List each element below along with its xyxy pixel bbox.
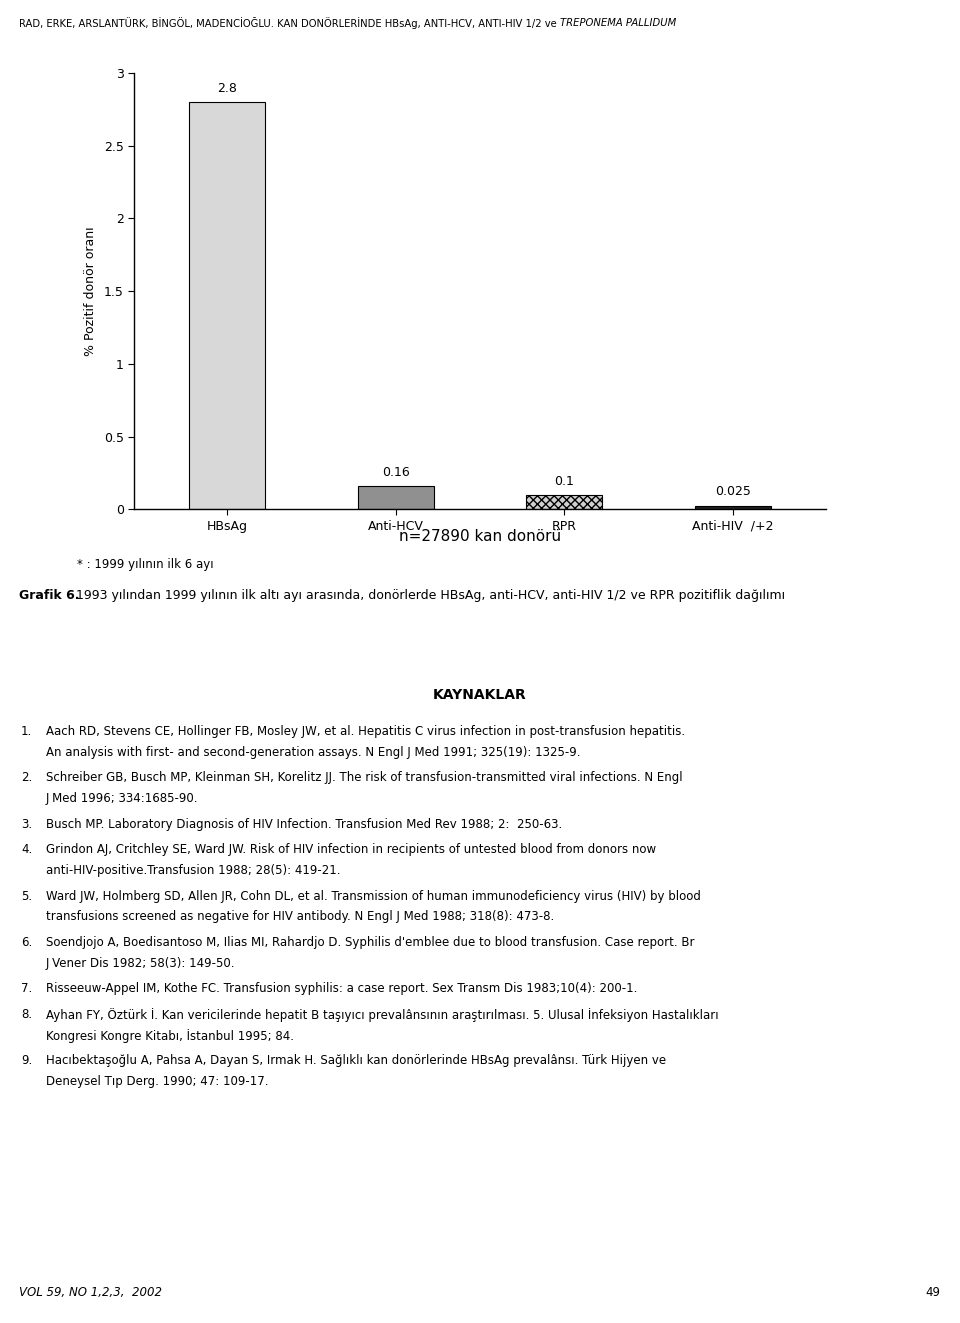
Text: Grindon AJ, Critchley SE, Ward JW. Risk of HIV infection in recipients of untest: Grindon AJ, Critchley SE, Ward JW. Risk … <box>46 844 657 856</box>
Text: Ward JW, Holmberg SD, Allen JR, Cohn DL, et al. Transmission of human immunodefi: Ward JW, Holmberg SD, Allen JR, Cohn DL,… <box>46 890 701 902</box>
Text: 4.: 4. <box>21 844 33 856</box>
Text: 0.16: 0.16 <box>382 466 410 479</box>
Text: J Vener Dis 1982; 58(3): 149-50.: J Vener Dis 1982; 58(3): 149-50. <box>46 957 235 970</box>
Text: 0.025: 0.025 <box>715 486 751 499</box>
Text: Soendjojo A, Boedisantoso M, Ilias MI, Rahardjo D. Syphilis d'emblee due to bloo: Soendjojo A, Boedisantoso M, Ilias MI, R… <box>46 937 695 949</box>
Text: 2.: 2. <box>21 771 33 785</box>
Text: 0.1: 0.1 <box>554 475 574 487</box>
Text: n=27890 kan donörü: n=27890 kan donörü <box>399 529 561 544</box>
Bar <box>189 102 265 509</box>
Text: 6.: 6. <box>21 937 33 949</box>
Text: Schreiber GB, Busch MP, Kleinman SH, Korelitz JJ. The risk of transfusion-transm: Schreiber GB, Busch MP, Kleinman SH, Kor… <box>46 771 683 785</box>
Text: anti-HIV-positive.Transfusion 1988; 28(5): 419-21.: anti-HIV-positive.Transfusion 1988; 28(5… <box>46 864 341 877</box>
Text: Deneysel Tıp Derg. 1990; 47: 109-17.: Deneysel Tıp Derg. 1990; 47: 109-17. <box>46 1076 269 1088</box>
Text: VOL 59, NO 1,2,3,  2002: VOL 59, NO 1,2,3, 2002 <box>19 1286 162 1299</box>
Bar <box>358 486 434 509</box>
Y-axis label: % Pozitif donör oranı: % Pozitif donör oranı <box>84 226 97 356</box>
Text: * : 1999 yılının ilk 6 ayı: * : 1999 yılının ilk 6 ayı <box>77 558 213 572</box>
Text: transfusions screened as negative for HIV antibody. N Engl J Med 1988; 318(8): 4: transfusions screened as negative for HI… <box>46 910 554 923</box>
Text: Risseeuw-Appel IM, Kothe FC. Transfusion syphilis: a case report. Sex Transm Dis: Risseeuw-Appel IM, Kothe FC. Transfusion… <box>46 983 637 995</box>
Text: Ayhan FY, Öztürk İ. Kan vericilerinde hepatit B taşıyıcı prevalânsının araştırıl: Ayhan FY, Öztürk İ. Kan vericilerinde he… <box>46 1008 719 1023</box>
Text: Hacıbektaşoğlu A, Pahsa A, Dayan S, Irmak H. Sağlıklı kan donörlerinde HBsAg pre: Hacıbektaşoğlu A, Pahsa A, Dayan S, Irma… <box>46 1054 666 1068</box>
Text: Aach RD, Stevens CE, Hollinger FB, Mosley JW, et al. Hepatitis C virus infection: Aach RD, Stevens CE, Hollinger FB, Mosle… <box>46 725 685 738</box>
Text: 9.: 9. <box>21 1054 33 1068</box>
Text: An analysis with first- and second-generation assays. N Engl J Med 1991; 325(19): An analysis with first- and second-gener… <box>46 746 581 758</box>
Text: RAD, ERKE, ARSLANTÜRK, BİNGÖL, MADENCİOĞLU. KAN DONÖRLERİNDE HBsAg, ANTI-HCV, AN: RAD, ERKE, ARSLANTÜRK, BİNGÖL, MADENCİOĞ… <box>19 17 560 29</box>
Text: 2.8: 2.8 <box>217 82 237 94</box>
Bar <box>526 495 602 509</box>
Text: TREPONEMA PALLIDUM: TREPONEMA PALLIDUM <box>560 19 677 28</box>
Text: 1993 yılından 1999 yılının ilk altı ayı arasında, donörlerde HBsAg, anti-HCV, an: 1993 yılından 1999 yılının ilk altı ayı … <box>72 589 785 602</box>
Bar <box>695 505 771 509</box>
Text: 8.: 8. <box>21 1008 33 1021</box>
Text: J Med 1996; 334:1685-90.: J Med 1996; 334:1685-90. <box>46 791 199 804</box>
Text: 49: 49 <box>925 1286 941 1299</box>
Text: Busch MP. Laboratory Diagnosis of HIV Infection. Transfusion Med Rev 1988; 2:  2: Busch MP. Laboratory Diagnosis of HIV In… <box>46 818 563 831</box>
Text: Kongresi Kongre Kitabı, İstanbul 1995; 84.: Kongresi Kongre Kitabı, İstanbul 1995; 8… <box>46 1029 294 1043</box>
Text: 5.: 5. <box>21 890 33 902</box>
Text: 7.: 7. <box>21 983 33 995</box>
Text: KAYNAKLAR: KAYNAKLAR <box>433 688 527 703</box>
Text: 3.: 3. <box>21 818 33 831</box>
Text: Grafik 6.: Grafik 6. <box>19 589 80 602</box>
Text: 1.: 1. <box>21 725 33 738</box>
